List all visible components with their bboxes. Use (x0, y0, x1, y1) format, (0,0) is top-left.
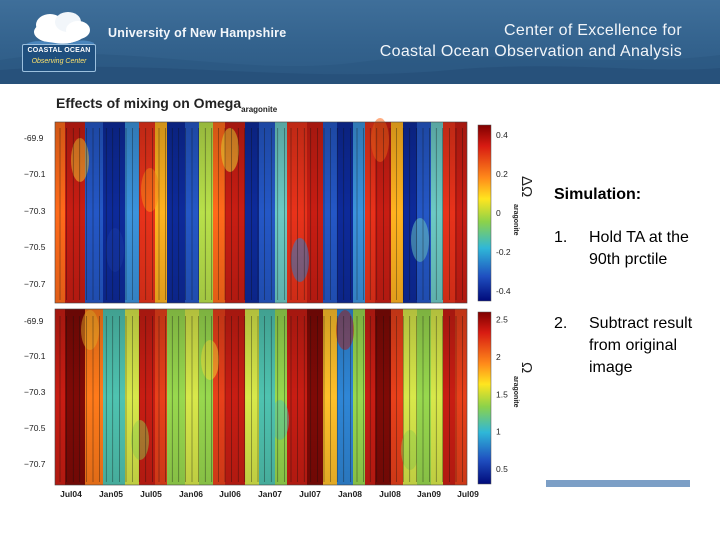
bottom-y-tick: −70.7 (24, 459, 46, 469)
bottom-colorbar-tick: 1 (496, 427, 501, 437)
top-colorbar-tick: -0.2 (496, 247, 511, 257)
simulation-step-1: 1. Hold TA at the 90th prctile (554, 227, 704, 297)
top-colorbar-gradient (477, 124, 492, 302)
x-tick: Jul06 (219, 489, 241, 499)
center-title-line2: Coastal Ocean Observation and Analysis (379, 43, 682, 60)
top-colorbar-tick: 0 (496, 208, 501, 218)
x-tick: Jul08 (379, 489, 401, 499)
x-tick: Jan08 (338, 489, 362, 499)
step-text: Subtract result from original image (589, 315, 693, 376)
bottom-y-tick: −70.3 (24, 387, 46, 397)
top-heatmap-shading (55, 122, 467, 303)
logo-text-line1: COASTAL OCEAN (27, 47, 91, 54)
bottom-colorbar-tick: 2.5 (496, 315, 508, 325)
top-colorbar-tick: -0.4 (496, 286, 511, 296)
top-heatmap-panel (54, 118, 468, 304)
x-tick: Jan06 (179, 489, 203, 499)
step-number: 1. (554, 229, 568, 246)
top-y-tick: −70.5 (24, 242, 46, 252)
x-tick: Jul05 (140, 489, 162, 499)
top-colorbar-subscript: aragonite (512, 204, 519, 236)
x-tick: Jan09 (417, 489, 441, 499)
top-y-axis: -69.9 −70.1 −70.3 −70.5 −70.7 (24, 133, 46, 289)
top-colorbar-tick: 0.2 (496, 169, 508, 179)
figure-title-subscript: aragonite (241, 105, 278, 114)
center-title: Center of Excellence for Coastal Ocean O… (380, 20, 682, 62)
bottom-y-tick: −70.5 (24, 423, 46, 433)
university-name[interactable]: University of New Hampshire (108, 26, 287, 40)
bottom-colorbar-tick: 1.5 (496, 389, 508, 399)
x-tick: Jan05 (99, 489, 123, 499)
bottom-heatmap-panel (54, 308, 468, 486)
top-heatmap-frame (54, 121, 468, 304)
top-colorbar-label: ΔΩ (518, 176, 535, 197)
logo-text-line2: Observing Center (31, 58, 87, 65)
top-colorbar-tick: 0.4 (496, 130, 508, 140)
bottom-y-axis: -69.9 −70.1 −70.3 −70.5 −70.7 (24, 316, 46, 469)
x-tick: Jul04 (60, 489, 82, 499)
top-y-tick: −70.3 (24, 206, 46, 216)
bottom-colorbar-label: Ω (518, 362, 535, 373)
simulation-step-2: 2. Subtract result from original image (554, 313, 704, 403)
top-y-tick: -69.9 (24, 133, 44, 143)
logo-badge (22, 44, 96, 72)
center-title-line1: Center of Excellence for (504, 22, 682, 39)
bottom-y-tick: −70.1 (24, 351, 46, 361)
top-colorbar-ticks: 0.4 0.2 0 -0.2 -0.4 (496, 130, 511, 296)
step-number: 2. (554, 315, 568, 332)
bottom-y-tick: -69.9 (24, 316, 44, 326)
top-y-tick: −70.1 (24, 169, 46, 179)
bottom-colorbar-gradient (477, 311, 492, 485)
x-tick: Jul09 (457, 489, 479, 499)
bottom-colorbar-tick: 0.5 (496, 464, 508, 474)
coastal-ocean-logo[interactable]: COASTAL OCEAN Observing Center (22, 10, 96, 74)
top-heatmap-sample-lines (59, 128, 463, 300)
bottom-heatmap-shading (55, 309, 467, 485)
x-tick: Jan07 (258, 489, 282, 499)
bottom-heatmap-frame (54, 308, 468, 486)
bottom-colorbar-subscript: aragonite (512, 376, 519, 408)
simulation-heading: Simulation: (554, 186, 642, 203)
bottom-heatmap-sample-lines (59, 316, 463, 482)
bottom-colorbar: 2.5 2 1.5 1 0.5 Ω aragonite (477, 311, 535, 485)
step-text: Hold TA at the 90th prctile (589, 229, 689, 268)
x-tick: Jul07 (299, 489, 321, 499)
bottom-colorbar-tick: 2 (496, 352, 501, 362)
accent-bar (546, 480, 690, 487)
banner-wave-decoration (0, 54, 720, 84)
top-colorbar: 0.4 0.2 0 -0.2 -0.4 ΔΩ aragonite (477, 124, 535, 302)
top-y-tick: −70.7 (24, 279, 46, 289)
bottom-colorbar-ticks: 2.5 2 1.5 1 0.5 (496, 315, 508, 475)
figure-title-main: Effects of mixing on Omega (56, 95, 242, 111)
header-banner: COASTAL OCEAN Observing Center Universit… (0, 0, 720, 84)
x-axis: Jul04 Jan05 Jul05 Jan06 Jul06 Jan07 Jul0… (60, 489, 479, 499)
figure-title: Effects of mixing on Omegaaragonite (56, 95, 277, 114)
